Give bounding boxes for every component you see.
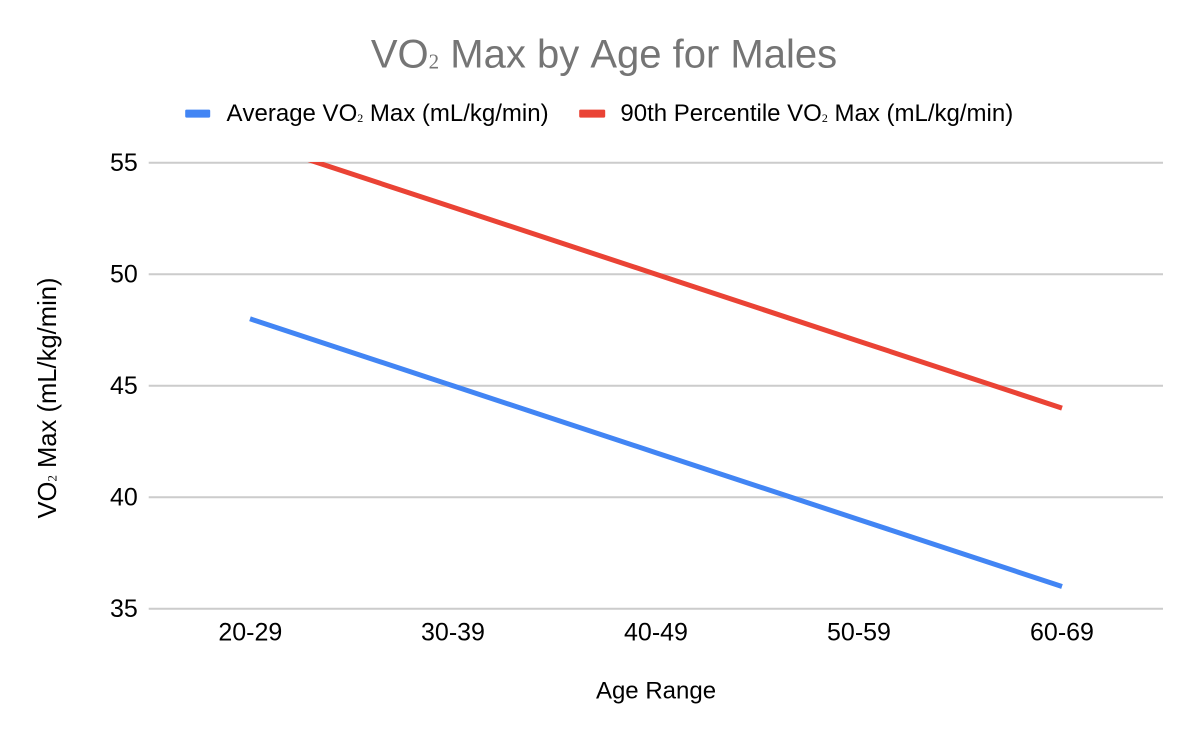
svg-text:30-39: 30-39 [421, 618, 485, 646]
svg-text:45: 45 [110, 372, 138, 400]
svg-text:20-29: 20-29 [218, 618, 282, 646]
svg-text:Average VO2 Max (mL/kg/min): Average VO2 Max (mL/kg/min) [227, 100, 549, 127]
svg-text:50: 50 [110, 260, 138, 288]
svg-text:55: 55 [110, 149, 138, 177]
svg-text:50-59: 50-59 [827, 618, 891, 646]
svg-text:40: 40 [110, 483, 138, 511]
svg-text:VO2 Max by Age for Males: VO2 Max by Age for Males [371, 33, 837, 77]
svg-text:90th Percentile VO2 Max (mL/kg: 90th Percentile VO2 Max (mL/kg/min) [620, 100, 1013, 127]
svg-text:35: 35 [110, 595, 138, 623]
svg-text:VO2 Max (mL/kg/min): VO2 Max (mL/kg/min) [34, 277, 62, 518]
svg-text:60-69: 60-69 [1030, 618, 1094, 646]
svg-text:40-49: 40-49 [624, 618, 688, 646]
svg-text:Age Range: Age Range [596, 678, 716, 705]
